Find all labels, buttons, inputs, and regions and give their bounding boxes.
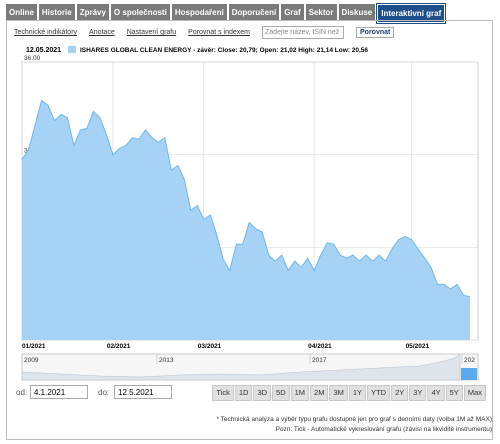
tab[interactable]: Interaktivní graf xyxy=(376,3,447,24)
range-button[interactable]: Tick xyxy=(212,385,234,401)
x-tick-label: 05/2021 xyxy=(406,343,430,350)
range-button[interactable]: 5D xyxy=(272,385,290,401)
note: Pozn: Tick - Automatické vykreslování gr… xyxy=(275,426,492,433)
navigator-label: 2013 xyxy=(159,357,174,364)
tab[interactable]: Sektor xyxy=(305,4,337,21)
note: * Technická analýza a výběr typu grafu d… xyxy=(216,416,492,423)
range-button[interactable]: YTD xyxy=(367,385,391,401)
from-label: od: xyxy=(16,388,28,397)
area xyxy=(22,100,470,340)
legend: ISHARES GLOBAL CLEAN ENERGY - závěr: Clo… xyxy=(80,47,368,54)
tab[interactable]: Diskuse xyxy=(338,4,376,21)
y-tick-label: 36.00 xyxy=(24,55,41,62)
x-tick-label: 03/2021 xyxy=(198,343,222,350)
toolbar-link[interactable]: Technické indikátory xyxy=(14,29,78,36)
frame xyxy=(6,20,493,440)
date-label: 12.05.2021 xyxy=(26,47,61,54)
range-button[interactable]: 3D xyxy=(253,385,272,401)
x-tick-label: 04/2021 xyxy=(308,343,332,350)
range-button[interactable]: 1D xyxy=(234,385,253,401)
line xyxy=(21,99,471,298)
navigator-label: 2009 xyxy=(24,357,39,364)
toolbar: Technické indikátory Anotace Nastavení gra… xyxy=(14,26,395,39)
range-button[interactable]: 5Y xyxy=(445,385,463,401)
search-input[interactable]: Zadejte název, ISIN než xyxy=(262,26,345,39)
tab[interactable]: Hospodaření xyxy=(171,4,227,21)
legend-swatch xyxy=(68,46,76,53)
toolbar-link[interactable]: Anotace xyxy=(89,29,115,36)
range-button[interactable]: 2M xyxy=(310,385,329,401)
range-button[interactable]: 3M xyxy=(329,385,348,401)
tab[interactable]: Doporučení xyxy=(228,4,280,21)
compare-button[interactable]: Porovnat xyxy=(356,27,395,38)
to-input[interactable]: 12.5.2021 xyxy=(114,385,172,399)
range-button[interactable]: 1Y xyxy=(348,385,367,401)
navigator-handle[interactable] xyxy=(461,368,477,380)
navigator-label: 202 xyxy=(464,357,475,364)
navigator-label: 2017 xyxy=(312,357,327,364)
tab[interactable]: Historie xyxy=(38,4,75,21)
x-tick-label: 01/2021 xyxy=(22,343,46,350)
from-input[interactable]: 4.1.2021 xyxy=(30,385,88,399)
tabs: Online Historie Zprávy O společnosti Hospoda… xyxy=(6,3,447,24)
toolbar-link[interactable]: Porovnat s indexem xyxy=(188,29,251,36)
range-button[interactable]: Max xyxy=(463,385,486,401)
tab[interactable]: Graf xyxy=(281,4,304,21)
tab[interactable]: Online xyxy=(6,4,37,21)
range: od: 4.1.2021 do: 12.5.2021 Tick 1D 3D 5D 1M 2… xyxy=(16,385,486,401)
range-button[interactable]: 1M xyxy=(290,385,310,401)
x-tick-label: 02/2021 xyxy=(107,343,131,350)
to-label: do: xyxy=(98,388,110,397)
tab[interactable]: Zprávy xyxy=(76,4,109,21)
tab[interactable]: O společnosti xyxy=(110,4,170,21)
range-button[interactable]: 2Y xyxy=(391,385,409,401)
navigator-area xyxy=(21,353,461,381)
range-buttons: Tick 1D 3D 5D 1M 2M 3M 1Y YTD 2Y 3Y 4Y 5Y Max xyxy=(212,385,486,401)
range-button[interactable]: 3Y xyxy=(409,385,427,401)
range-button[interactable]: 4Y xyxy=(427,385,445,401)
toolbar-link[interactable]: Nastavení grafu xyxy=(126,29,177,36)
